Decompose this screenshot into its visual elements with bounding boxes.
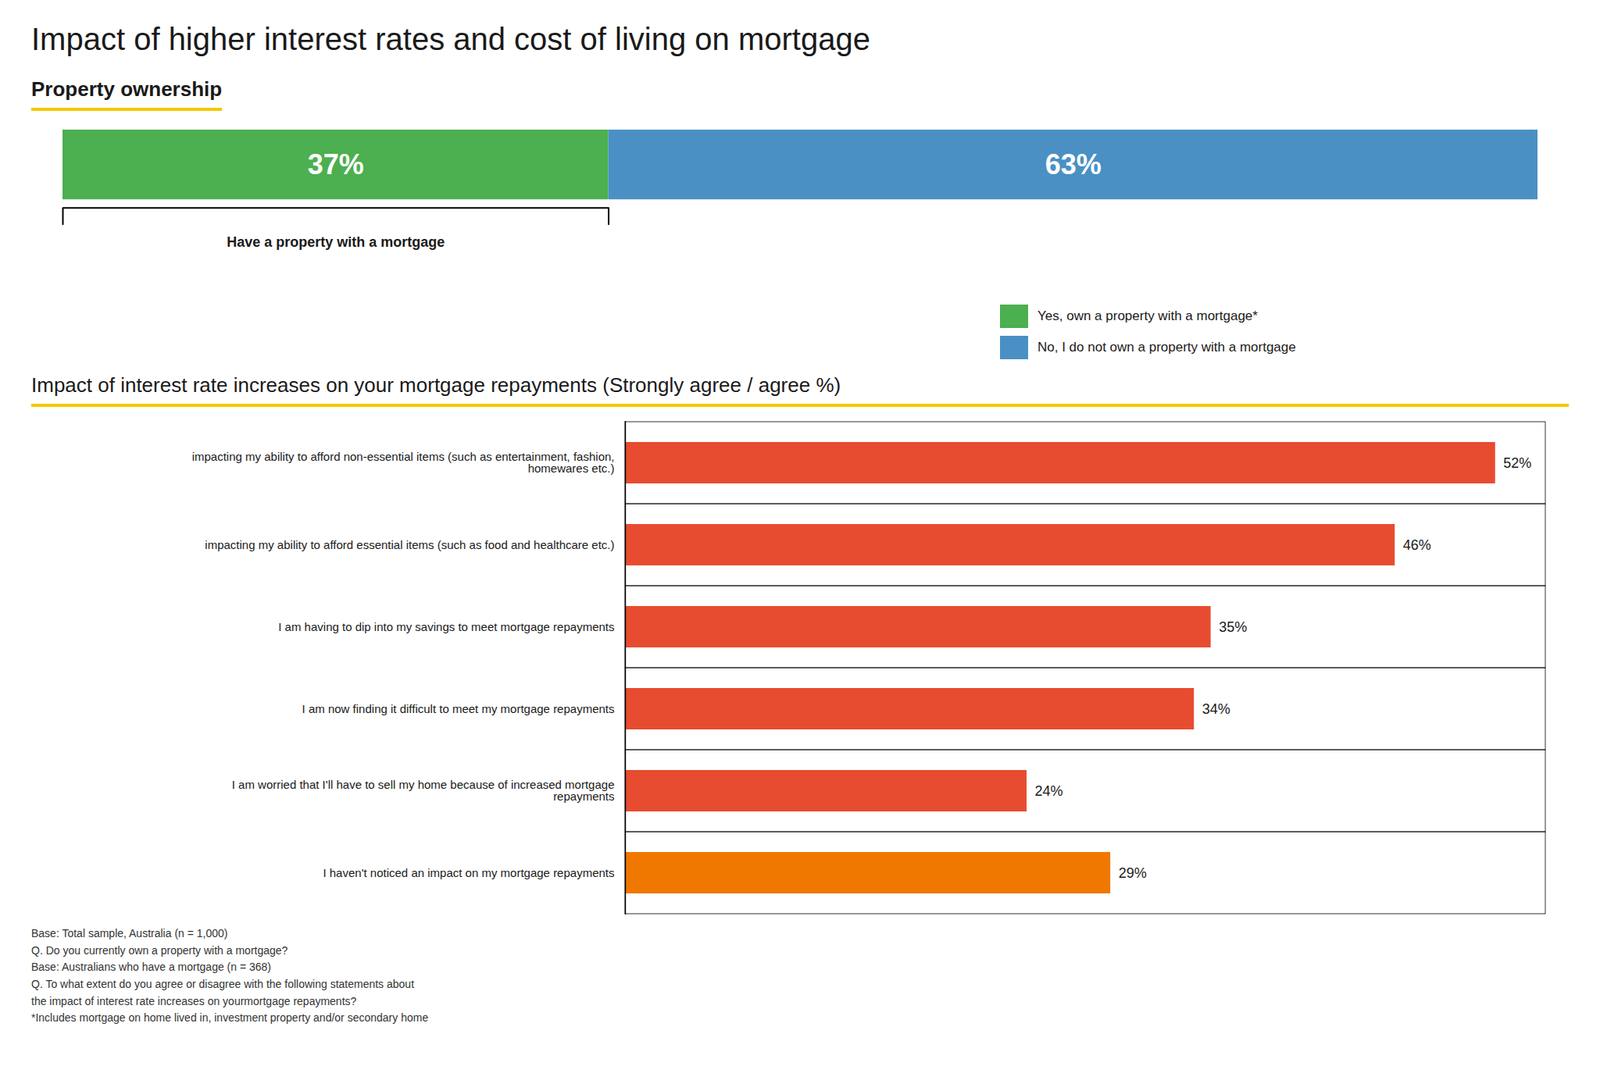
svg-text:29%: 29% — [1118, 865, 1147, 882]
html-text:No, I do not own a property wi: No, I do not own a property with a mortg… — [1037, 339, 1296, 355]
svg-text:I am now finding it difficult: I am now finding it difficult to meet my… — [302, 702, 615, 716]
svg-text:I am worried that I'll have to: I am worried that I'll have to sell my h… — [232, 778, 615, 804]
svg-text:63%: 63% — [1045, 148, 1102, 181]
html-text:Yes, own a property with a mor: Yes, own a property with a mortgage* — [1037, 308, 1258, 324]
html-text:Property ownership: Property ownership — [31, 77, 223, 101]
html-text:Impact of higher interest rate: Impact of higher interest rates and cost… — [31, 21, 871, 57]
svg-text:I haven't noticed an impact on: I haven't noticed an impact on my mortga… — [322, 866, 615, 880]
svg-text:impacting my ability to afford: impacting my ability to afford essential… — [204, 538, 615, 552]
svg-text:Have a property with a mortgag: Have a property with a mortgage — [226, 234, 445, 250]
html-text:Q. To what extent do you agree: Q. To what extent do you agree or disagr… — [31, 978, 415, 991]
svg-text:impacting my ability to afford: impacting my ability to afford non-essen… — [192, 450, 615, 475]
svg-text:34%: 34% — [1202, 701, 1231, 718]
svg-text:24%: 24% — [1035, 783, 1064, 800]
svg-text:46%: 46% — [1403, 537, 1432, 554]
svg-text:37%: 37% — [307, 148, 365, 181]
svg-text:52%: 52% — [1503, 455, 1532, 472]
svg-text:35%: 35% — [1218, 619, 1247, 636]
html-text:Base: Australians who have a m: Base: Australians who have a mortgage (n… — [31, 961, 272, 974]
html-text:Q. Do you currently own a prop: Q. Do you currently own a property with … — [31, 944, 288, 957]
html-text:*Includes mortgage on home liv: *Includes mortgage on home lived in, inv… — [31, 1012, 429, 1025]
html-text:Base: Total sample, Australia: Base: Total sample, Australia (n = 1,000… — [31, 927, 228, 940]
svg-text:I am having to dip into my sav: I am having to dip into my savings to me… — [278, 620, 615, 634]
html-text:Impact of interest rate increa: Impact of interest rate increases on you… — [31, 373, 841, 397]
html-text:the impact of interest rate in: the impact of interest rate increases on… — [31, 995, 357, 1008]
